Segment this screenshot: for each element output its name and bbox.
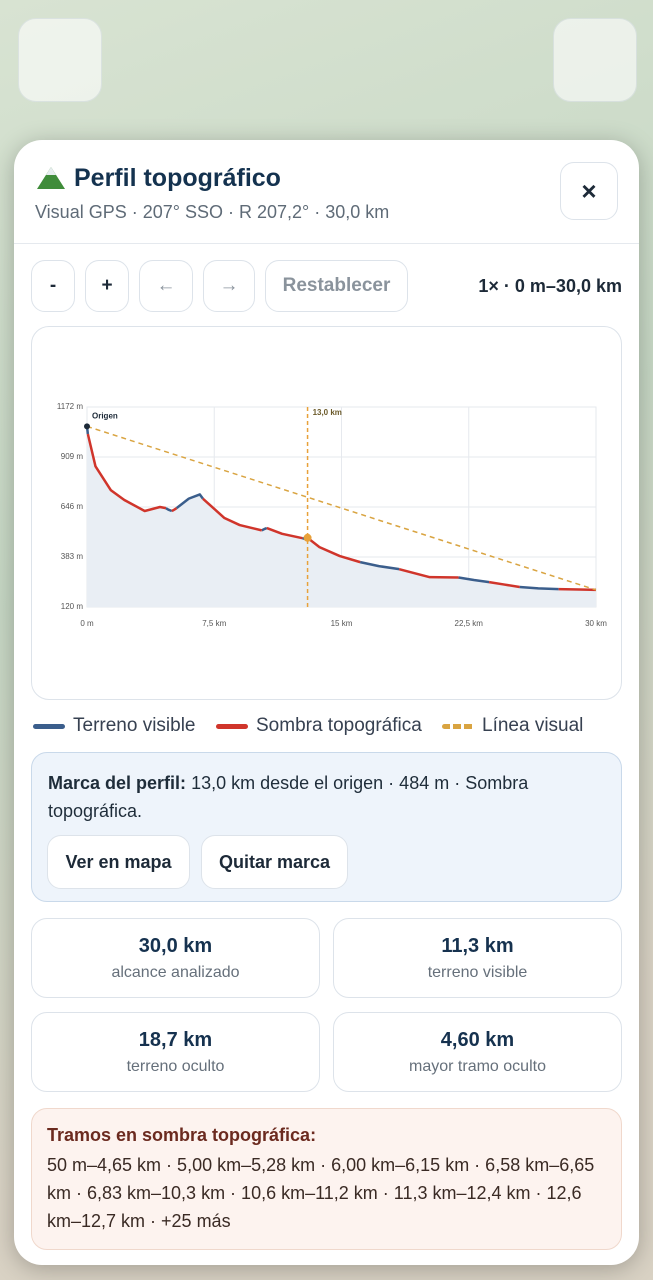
divider — [14, 243, 639, 244]
stat-value: 11,3 km — [441, 935, 514, 957]
sight-line — [86, 425, 597, 591]
chart: 120 m 383 m 646 m 909 m 1172 m 0 m 7,5 km 15 km… — [57, 402, 607, 628]
reset-button[interactable]: Restablecer — [265, 260, 408, 312]
mountain-icon — [37, 167, 65, 189]
stat-value: 4,60 km — [440, 1029, 515, 1051]
shadow-segments: Tramos en sombra topográfica: 50 m–4,65 … — [31, 1108, 622, 1250]
map-button[interactable] — [18, 18, 102, 102]
mark-text: Marca del perfil: 13,0 km desde el orige… — [48, 769, 588, 825]
legend-item: Línea visual — [442, 715, 583, 737]
chart-frame — [31, 326, 622, 700]
x-tick-label: 15 km — [331, 619, 353, 628]
y-tick-label: 909 m — [61, 452, 84, 461]
zoom-in-button[interactable]: + — [85, 260, 129, 312]
stat-label: terreno oculto — [126, 1058, 225, 1075]
stat-value: 30,0 km — [138, 935, 213, 957]
zoom-out-button[interactable]: - — [31, 260, 75, 312]
subtitle: Visual GPS · 207° SSO · R 207,2° · 30,0 … — [35, 202, 390, 222]
zoom-status: 1× · 0 m–30,0 km — [478, 276, 622, 296]
remove-mark-button[interactable]: Quitar marca — [201, 835, 348, 889]
dialog — [14, 140, 639, 1265]
stat-card: 18,7 km terreno oculto — [31, 1012, 320, 1092]
terrain-fill — [87, 426, 596, 607]
legend-label: Línea visual — [482, 715, 584, 736]
marker-label: 13,0 km — [313, 408, 342, 417]
pan-right-button[interactable]: → — [203, 260, 255, 312]
x-tick-label: 7,5 km — [202, 619, 226, 628]
mark-label: Marca del perfil: — [48, 773, 187, 793]
legend-item: Sombra topográfica — [216, 715, 422, 737]
map-button[interactable] — [553, 18, 637, 102]
stat-label: alcance analizado — [111, 964, 240, 981]
stat-value: 18,7 km — [138, 1029, 213, 1051]
legend-swatch — [442, 723, 474, 729]
pan-left-button[interactable]: ← — [139, 260, 193, 312]
stat-card: 11,3 km terreno visible — [333, 918, 622, 998]
origin-label: Origen — [92, 412, 118, 421]
mark-info: Marca del perfil: 13,0 km desde el orige… — [31, 752, 622, 902]
stat-card: 30,0 km alcance analizado — [31, 918, 320, 998]
terrain-line — [86, 433, 597, 592]
y-tick-label: 120 m — [61, 602, 84, 611]
legend-label: Sombra topográfica — [256, 715, 422, 736]
legend-item: Terreno visible — [33, 715, 196, 737]
stat-label: terreno visible — [427, 964, 528, 981]
legend-swatch — [33, 723, 65, 729]
y-tick-label: 383 m — [61, 552, 84, 561]
marker-point — [303, 533, 312, 542]
x-tick-label: 22,5 km — [455, 619, 484, 628]
shadow-title: Tramos en sombra topográfica: — [47, 1125, 317, 1145]
legend-swatch — [216, 723, 248, 729]
x-tick-label: 30 km — [585, 619, 607, 628]
close-button[interactable]: × — [560, 162, 618, 220]
stat-card: 4,60 km mayor tramo oculto — [333, 1012, 622, 1092]
title: Perfil topográfico — [74, 164, 281, 192]
y-tick-label: 646 m — [61, 502, 84, 511]
y-tick-label: 1172 m — [57, 402, 83, 411]
view-on-map-button[interactable]: Ver en mapa — [47, 835, 190, 889]
mark-description: 13,0 km desde el origen · 484 m · Sombra… — [48, 773, 529, 821]
x-tick-label: 0 m — [80, 619, 94, 628]
legend-label: Terreno visible — [73, 715, 196, 736]
shadow-list: 50 m–4,65 km · 5,00 km–5,28 km · 6,00 km… — [47, 1155, 595, 1231]
origin-point — [84, 423, 90, 430]
stat-label: mayor tramo oculto — [409, 1058, 546, 1075]
